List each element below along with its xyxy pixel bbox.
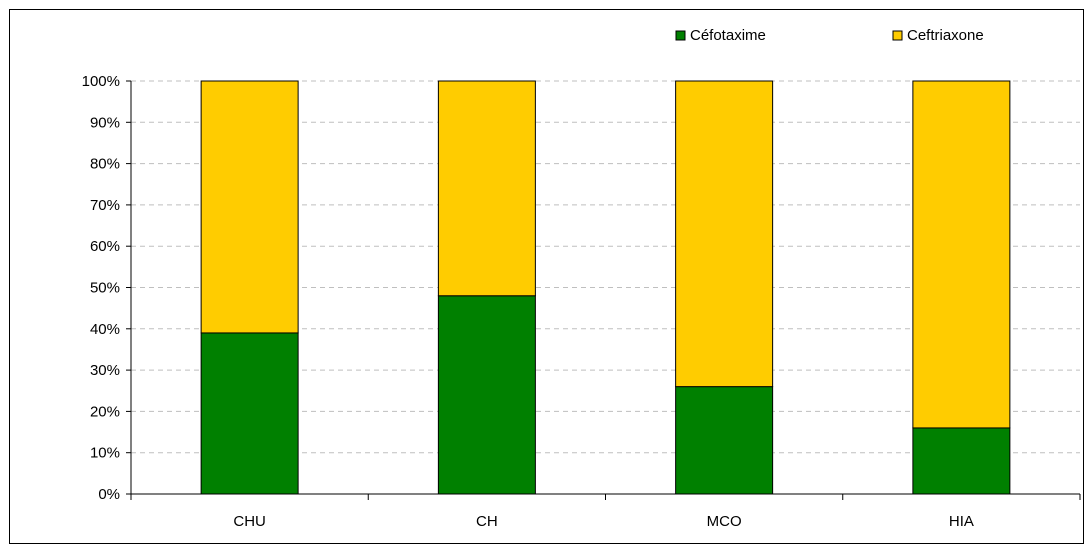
bar-segment: [437, 295, 536, 495]
bar-segment: [200, 332, 299, 495]
legend: Céfotaxime Ceftriaxone: [675, 27, 984, 44]
bar-segment: [675, 80, 774, 388]
bar-segment: [200, 80, 299, 334]
x-tick-label: HIA: [949, 513, 974, 530]
bar-segment: [437, 80, 536, 297]
y-tick-label: 30%: [90, 362, 120, 379]
x-tick-label: CH: [476, 513, 498, 530]
y-tick-label: 0%: [98, 486, 120, 503]
bar-segment: [912, 427, 1011, 495]
y-tick-label: 100%: [82, 73, 120, 90]
y-tick-label: 70%: [90, 197, 120, 214]
y-tick-label: 40%: [90, 321, 120, 338]
y-tick-label: 80%: [90, 156, 120, 173]
bar-segment: [912, 80, 1011, 429]
bars: [200, 80, 1011, 495]
legend-swatch: [892, 30, 903, 41]
y-tick-label: 90%: [90, 114, 120, 131]
y-tick-label: 10%: [90, 445, 120, 462]
chart-border: [9, 9, 1084, 544]
legend-label: Céfotaxime: [690, 27, 766, 44]
y-tick-label: 20%: [90, 403, 120, 420]
y-tick-label: 50%: [90, 280, 120, 297]
x-tick-label: MCO: [707, 513, 742, 530]
x-tick-label: CHU: [233, 513, 266, 530]
legend-label: Ceftriaxone: [907, 27, 984, 44]
y-tick-label: 60%: [90, 238, 120, 255]
bar-segment: [675, 386, 774, 495]
legend-swatch: [675, 30, 686, 41]
axes: 0% 10% 20% 30% 40% 50% 60% 70% 80% 90% 100% CHU CH MC…: [82, 73, 1081, 530]
